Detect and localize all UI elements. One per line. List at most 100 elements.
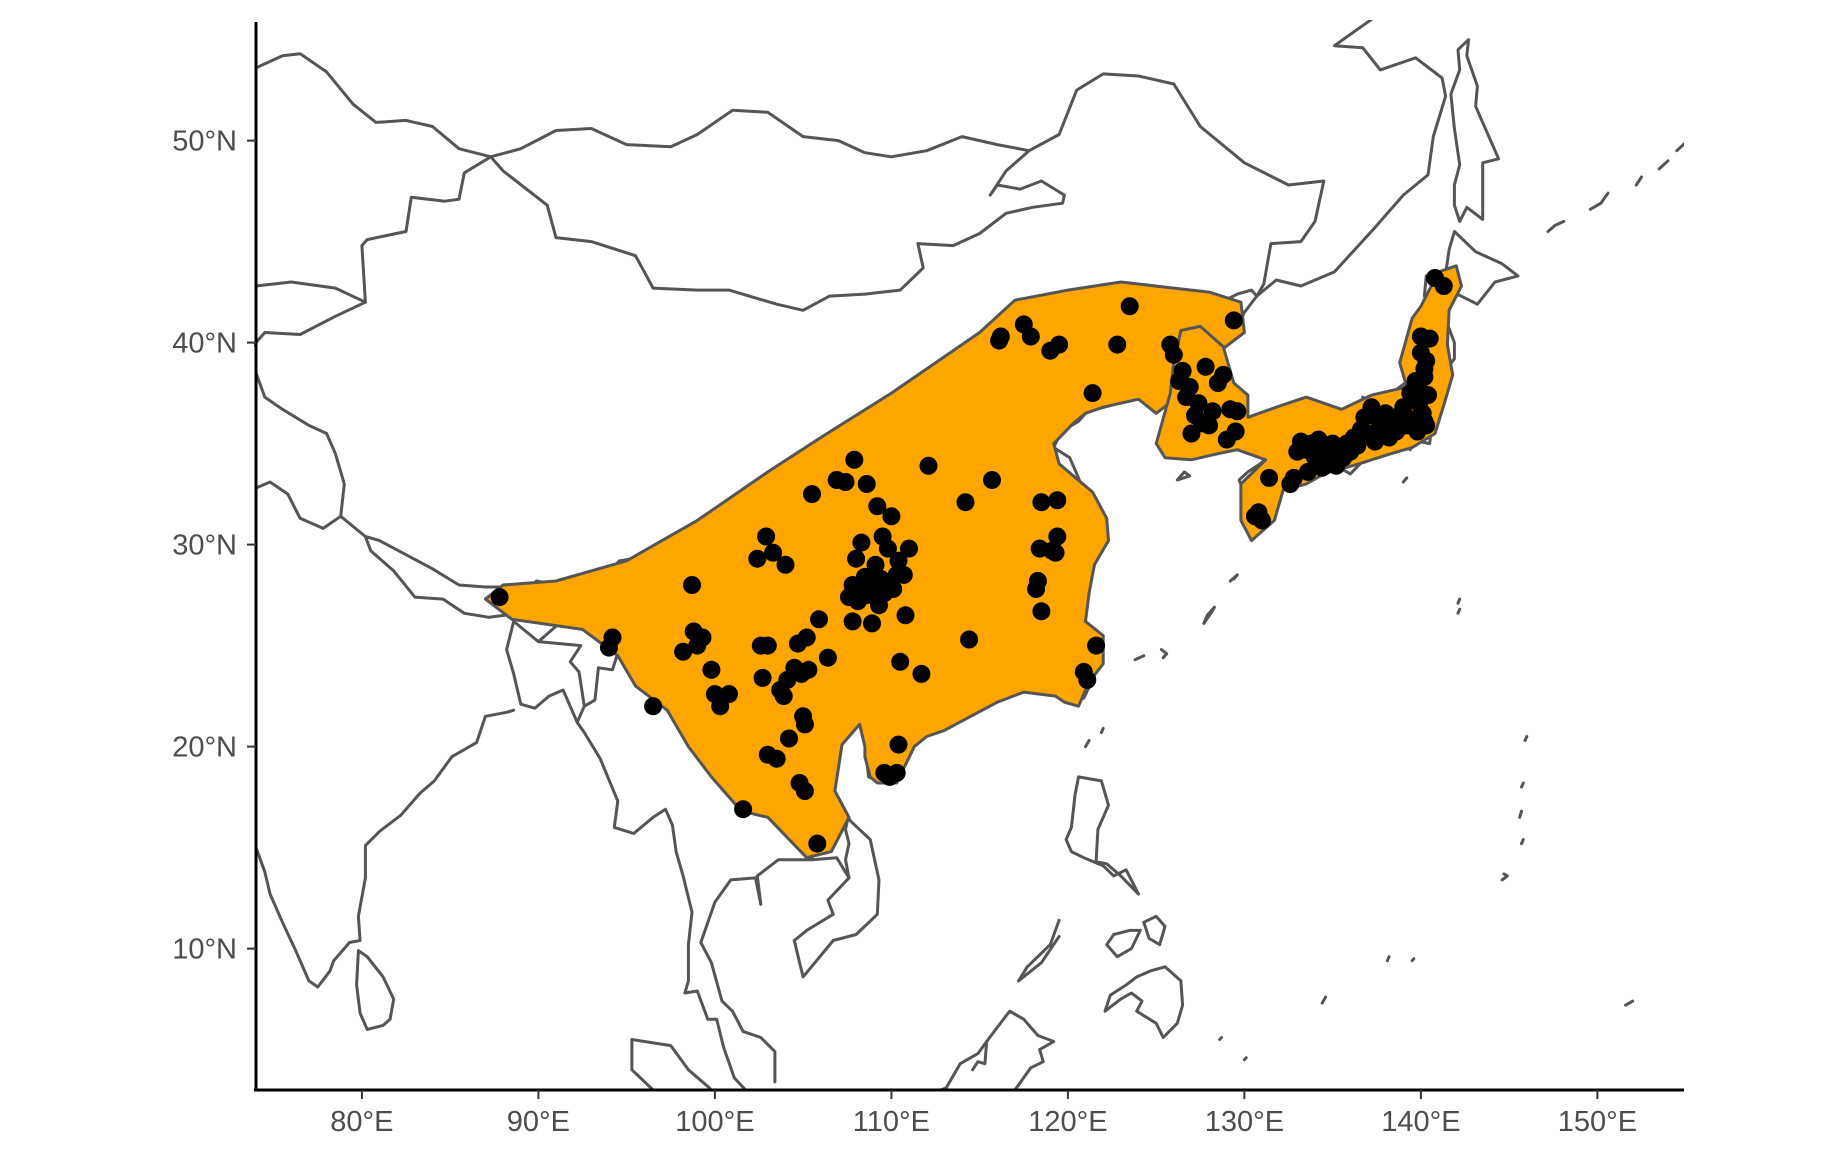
border-line <box>1255 20 1448 298</box>
occurrence-point <box>1048 527 1067 546</box>
island-outline <box>1410 957 1416 963</box>
occurrence-point <box>818 648 837 667</box>
island-outline <box>1456 597 1462 605</box>
occurrence-point <box>799 660 818 679</box>
border-line <box>683 943 748 1090</box>
occurrence-point <box>693 628 712 647</box>
x-tick-label: 120°E <box>1028 1106 1107 1138</box>
x-tick-label: 140°E <box>1381 1106 1460 1138</box>
occurrence-point <box>795 715 814 734</box>
island-outline <box>1456 607 1462 615</box>
island-outline <box>1175 470 1192 482</box>
border-line <box>254 480 343 530</box>
occurrence-point <box>1366 432 1384 451</box>
border-line <box>936 1009 1026 1090</box>
occurrence-point <box>889 551 908 570</box>
island-outline <box>1242 1056 1248 1062</box>
occurrence-point <box>1120 297 1139 316</box>
x-tick-label: 130°E <box>1205 1106 1284 1138</box>
island-outline <box>1202 605 1216 625</box>
occurrence-point <box>956 493 975 512</box>
x-tick-label: 90°E <box>507 1106 570 1138</box>
occurrence-point <box>991 327 1010 346</box>
occurrence-point <box>644 697 663 716</box>
occurrence-point <box>1087 636 1106 655</box>
occurrence-point <box>683 576 701 594</box>
border-line <box>254 280 367 348</box>
island-outline <box>1520 781 1525 789</box>
occurrence-point <box>1434 277 1453 295</box>
border-line <box>1449 38 1501 223</box>
occurrence-point <box>734 800 753 819</box>
occurrence-point <box>1164 345 1183 364</box>
border-line <box>792 876 851 942</box>
occurrence-point <box>720 685 738 704</box>
occurrence-point <box>1196 357 1215 376</box>
occurrence-point <box>852 533 871 552</box>
occurrence-point <box>1228 402 1247 421</box>
occurrence-point <box>795 782 814 800</box>
occurrence-point <box>1226 422 1245 441</box>
island-outline <box>1320 995 1328 1005</box>
island-outline <box>1518 809 1523 819</box>
island-outline <box>1624 999 1635 1007</box>
border-line <box>1105 928 1142 959</box>
island-outline <box>1099 726 1105 734</box>
border-line <box>1064 775 1140 896</box>
occurrence-point <box>776 555 795 574</box>
x-tick-label: 80°E <box>330 1106 393 1138</box>
border-line <box>489 149 1066 312</box>
map-panel <box>254 20 1684 1090</box>
border-line <box>1103 965 1185 1039</box>
occurrence-point <box>1415 367 1434 386</box>
occurrence-point <box>774 687 793 706</box>
occurrence-point <box>1173 361 1192 380</box>
border-line <box>355 949 396 1031</box>
occurrence-point <box>767 749 786 768</box>
occurrence-point <box>1260 468 1279 487</box>
occurrence-point <box>866 555 885 574</box>
occurrence-point <box>808 834 827 853</box>
occurrence-point <box>753 668 772 687</box>
occurrence-point <box>960 630 979 649</box>
occurrence-point <box>1074 662 1093 681</box>
occurrence-point <box>490 588 509 607</box>
occurrence-point <box>1394 398 1413 417</box>
occurrence-point <box>1032 602 1051 621</box>
occurrence-point <box>810 610 828 629</box>
x-tick-label: 150°E <box>1558 1106 1637 1138</box>
island-outline <box>1520 838 1525 846</box>
occurrence-point <box>845 450 864 469</box>
occurrence-point <box>919 456 938 475</box>
island-outline <box>1634 175 1643 187</box>
occurrence-point <box>887 763 906 782</box>
border-line <box>810 856 851 880</box>
island-outline <box>1401 476 1409 484</box>
y-tick-label: 40°N <box>172 328 237 360</box>
occurrence-point <box>1083 384 1102 403</box>
occurrence-point <box>1032 493 1051 512</box>
occurrence-point <box>896 606 915 625</box>
island-outline <box>1315 1088 1319 1090</box>
x-tick-label: 100°E <box>675 1106 754 1138</box>
island-outline <box>1523 735 1529 742</box>
occurrence-point <box>757 527 776 546</box>
occurrence-point <box>1411 327 1430 346</box>
occurrence-point <box>758 636 777 655</box>
occurrence-point <box>1048 491 1067 510</box>
border-line <box>254 52 1326 298</box>
occurrence-point <box>1028 572 1047 590</box>
y-axis-ticks: 10°N 20°N 30°N 40°N 50°N <box>172 126 256 966</box>
border-line <box>1013 1017 1056 1090</box>
border-line <box>699 876 763 1033</box>
border-line <box>1017 918 1061 983</box>
occurrence-point <box>1214 365 1233 384</box>
occurrence-point <box>1108 335 1127 354</box>
occurrence-point <box>1203 402 1222 421</box>
occurrence-point <box>1224 311 1243 330</box>
border-line <box>360 155 493 304</box>
occurrence-point <box>1189 394 1208 413</box>
island-outline <box>1385 955 1391 963</box>
occurrence-point <box>1046 543 1065 562</box>
occurrence-point <box>702 660 721 679</box>
